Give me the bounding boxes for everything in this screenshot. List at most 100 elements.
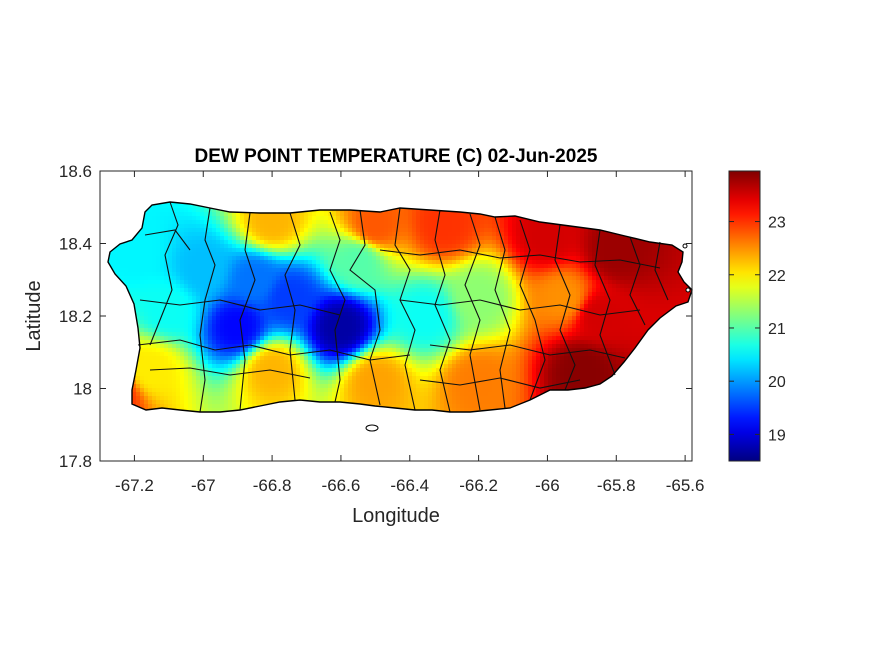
field-cell <box>248 304 253 309</box>
field-cell <box>196 260 201 265</box>
field-cell <box>152 324 157 329</box>
field-cell <box>604 308 609 313</box>
field-cell <box>516 300 521 305</box>
field-cell <box>260 288 265 293</box>
field-cell <box>516 224 521 229</box>
field-cell <box>204 236 209 241</box>
field-cell <box>348 244 353 249</box>
field-cell <box>640 320 645 325</box>
field-cell <box>692 284 697 289</box>
field-cell <box>240 284 245 289</box>
field-cell <box>276 232 281 237</box>
field-cell <box>148 244 153 249</box>
field-cell <box>484 236 489 241</box>
field-cell <box>504 236 509 241</box>
field-cell <box>652 320 657 325</box>
field-cell <box>524 264 529 269</box>
field-cell <box>164 236 169 241</box>
field-cell <box>472 288 477 293</box>
field-cell <box>344 220 349 225</box>
field-cell <box>196 252 201 257</box>
field-cell <box>280 252 285 257</box>
field-cell <box>596 284 601 289</box>
field-cell <box>596 316 601 321</box>
field-cell <box>456 224 461 229</box>
field-cell <box>548 272 553 277</box>
field-cell <box>124 276 129 281</box>
field-cell <box>324 268 329 273</box>
field-cell <box>488 240 493 245</box>
field-cell <box>176 248 181 253</box>
field-cell <box>428 236 433 241</box>
field-cell <box>280 260 285 265</box>
field-cell <box>512 292 517 297</box>
field-cell <box>184 276 189 281</box>
field-cell <box>648 324 653 329</box>
field-cell <box>140 308 145 313</box>
field-cell <box>692 320 697 325</box>
field-cell <box>380 240 385 245</box>
field-cell <box>244 276 249 281</box>
field-cell <box>640 244 645 249</box>
field-cell <box>412 292 417 297</box>
field-cell <box>500 264 505 269</box>
field-cell <box>500 232 505 237</box>
field-cell <box>400 312 405 317</box>
field-cell <box>424 220 429 225</box>
field-cell <box>604 256 609 261</box>
field-cell <box>204 316 209 321</box>
field-cell <box>380 224 385 229</box>
field-cell <box>560 312 565 317</box>
field-cell <box>588 276 593 281</box>
field-cell <box>664 256 669 261</box>
field-cell <box>260 312 265 317</box>
field-cell <box>464 320 469 325</box>
field-cell <box>536 284 541 289</box>
field-cell <box>672 264 677 269</box>
field-cell <box>220 276 225 281</box>
field-cell <box>320 300 325 305</box>
field-cell <box>144 248 149 253</box>
field-cell <box>472 280 477 285</box>
field-cell <box>564 272 569 277</box>
field-cell <box>672 268 677 273</box>
field-cell <box>144 296 149 301</box>
field-cell <box>616 308 621 313</box>
field-cell <box>136 256 141 261</box>
field-cell <box>440 276 445 281</box>
field-cell <box>648 292 653 297</box>
field-cell <box>260 296 265 301</box>
field-cell <box>656 316 661 321</box>
field-cell <box>352 312 357 317</box>
field-cell <box>140 292 145 297</box>
field-cell <box>572 256 577 261</box>
field-cell <box>576 260 581 265</box>
field-cell <box>440 304 445 309</box>
field-cell <box>332 228 337 233</box>
field-cell <box>432 264 437 269</box>
field-cell <box>380 328 385 333</box>
field-cell <box>140 268 145 273</box>
field-cell <box>308 244 313 249</box>
field-cell <box>656 264 661 269</box>
field-cell <box>404 300 409 305</box>
field-cell <box>692 276 697 281</box>
field-cell <box>400 212 405 217</box>
field-cell <box>192 280 197 285</box>
field-cell <box>288 308 293 313</box>
field-cell <box>148 316 153 321</box>
field-cell <box>608 288 613 293</box>
field-cell <box>608 232 613 237</box>
field-cell <box>564 244 569 249</box>
field-cell <box>340 228 345 233</box>
field-cell <box>532 312 537 317</box>
field-cell <box>428 244 433 249</box>
field-cell <box>156 260 161 265</box>
field-cell <box>476 276 481 281</box>
field-cell <box>644 244 649 249</box>
field-cell <box>156 248 161 253</box>
field-cell <box>432 260 437 265</box>
field-cell <box>216 220 221 225</box>
field-cell <box>328 224 333 229</box>
field-cell <box>384 244 389 249</box>
